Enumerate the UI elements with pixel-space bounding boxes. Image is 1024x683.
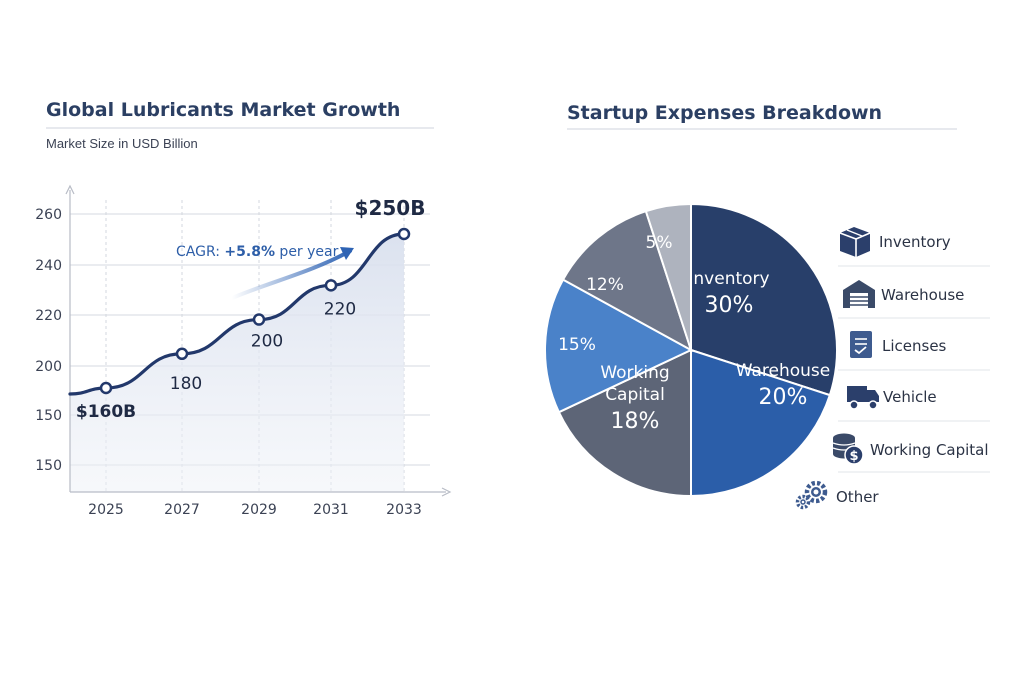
y-axis-arrow bbox=[65, 184, 75, 195]
slice-value: 12% bbox=[586, 275, 624, 295]
legend: Inventory Warehouse Licenses bbox=[795, 227, 990, 510]
line-chart-title: Global Lubricants Market Growth bbox=[46, 99, 400, 121]
point-label: $250B bbox=[355, 196, 426, 220]
pie-slice bbox=[557, 348, 692, 498]
data-point bbox=[252, 313, 266, 326]
slice-name: Capital bbox=[605, 385, 665, 405]
legend-label: Vehicle bbox=[883, 388, 937, 406]
legend-label: Licenses bbox=[882, 337, 947, 355]
y-tick-label: 220 bbox=[35, 308, 62, 324]
legend-item-vehicle: Vehicle bbox=[838, 386, 990, 422]
pie-slice bbox=[690, 348, 832, 498]
pie bbox=[544, 202, 838, 498]
line-chart-subtitle: Market Size in USD Billion bbox=[46, 136, 198, 151]
x-tick-labels: 2025 2027 2029 2031 2033 bbox=[88, 502, 422, 518]
legend-item-inventory: Inventory bbox=[838, 227, 990, 267]
slice-name: Working bbox=[600, 363, 669, 383]
legend-item-warehouse: Warehouse bbox=[838, 280, 990, 319]
pie-slice bbox=[561, 209, 693, 353]
pie-slice bbox=[644, 202, 692, 351]
pie-slice bbox=[544, 278, 694, 414]
data-point bbox=[99, 381, 113, 395]
cagr-suffix: per year bbox=[275, 244, 339, 260]
cagr-arrow-head bbox=[340, 247, 354, 260]
data-point bbox=[324, 279, 338, 292]
x-tick-label: 2025 bbox=[88, 502, 124, 518]
y-tick-labels: 260 240 220 200 150 150 bbox=[35, 207, 62, 474]
gears-icon bbox=[795, 480, 828, 510]
pie-slice bbox=[690, 202, 838, 397]
y-tick-label: 200 bbox=[35, 359, 62, 375]
legend-label: Warehouse bbox=[881, 286, 964, 304]
x-tick-label: 2027 bbox=[164, 502, 200, 518]
y-tick-label: 150 bbox=[35, 408, 62, 424]
svg-text:$: $ bbox=[849, 449, 858, 464]
area-fill bbox=[70, 234, 404, 492]
x-tick-label: 2029 bbox=[241, 502, 277, 518]
y-tick-label: 240 bbox=[35, 258, 62, 274]
pie-chart: Startup Expenses Breakdown Inventory 30% W… bbox=[544, 102, 957, 498]
point-label: $160B bbox=[76, 402, 136, 422]
point-label: 200 bbox=[251, 332, 283, 352]
point-label: 180 bbox=[170, 374, 202, 394]
data-point bbox=[175, 347, 189, 361]
slice-name: Warehouse bbox=[736, 361, 830, 381]
legend-label: Inventory bbox=[879, 233, 951, 251]
legend-label: Working Capital bbox=[870, 441, 989, 459]
slice-value: 15% bbox=[558, 335, 596, 355]
cagr-value: +5.8% bbox=[224, 244, 275, 260]
line-chart: Global Lubricants Market Growth Market S… bbox=[35, 99, 452, 518]
data-points bbox=[99, 227, 411, 395]
warehouse-icon bbox=[843, 280, 875, 308]
pie-chart-title: Startup Expenses Breakdown bbox=[567, 102, 882, 124]
data-point bbox=[397, 227, 411, 241]
slice-name: Inventory bbox=[688, 269, 769, 289]
point-label: 220 bbox=[324, 299, 356, 319]
slice-value: 18% bbox=[611, 409, 660, 434]
document-icon bbox=[850, 331, 872, 358]
cagr-annotation: CAGR: +5.8% per year bbox=[176, 244, 339, 260]
x-tick-label: 2031 bbox=[313, 502, 349, 518]
slice-value: 30% bbox=[705, 293, 754, 318]
slice-value: 20% bbox=[759, 385, 808, 410]
x-axis-arrow bbox=[441, 487, 452, 497]
cagr-prefix: CAGR: bbox=[176, 244, 224, 260]
coins-icon: $ bbox=[832, 433, 864, 465]
cagr-arrow bbox=[230, 249, 352, 300]
box-icon bbox=[839, 227, 871, 257]
x-tick-label: 2033 bbox=[386, 502, 422, 518]
y-tick-label: 150 bbox=[35, 458, 62, 474]
slice-value: 5% bbox=[646, 233, 673, 253]
legend-label: Other bbox=[836, 488, 879, 506]
legend-item-working-capital: $ Working Capital bbox=[832, 433, 990, 473]
y-tick-label: 260 bbox=[35, 207, 62, 223]
legend-item-licenses: Licenses bbox=[838, 331, 990, 371]
legend-item-other: Other bbox=[795, 480, 879, 510]
truck-icon bbox=[847, 386, 879, 410]
point-labels: $160B 180 200 220 $250B bbox=[76, 196, 426, 422]
